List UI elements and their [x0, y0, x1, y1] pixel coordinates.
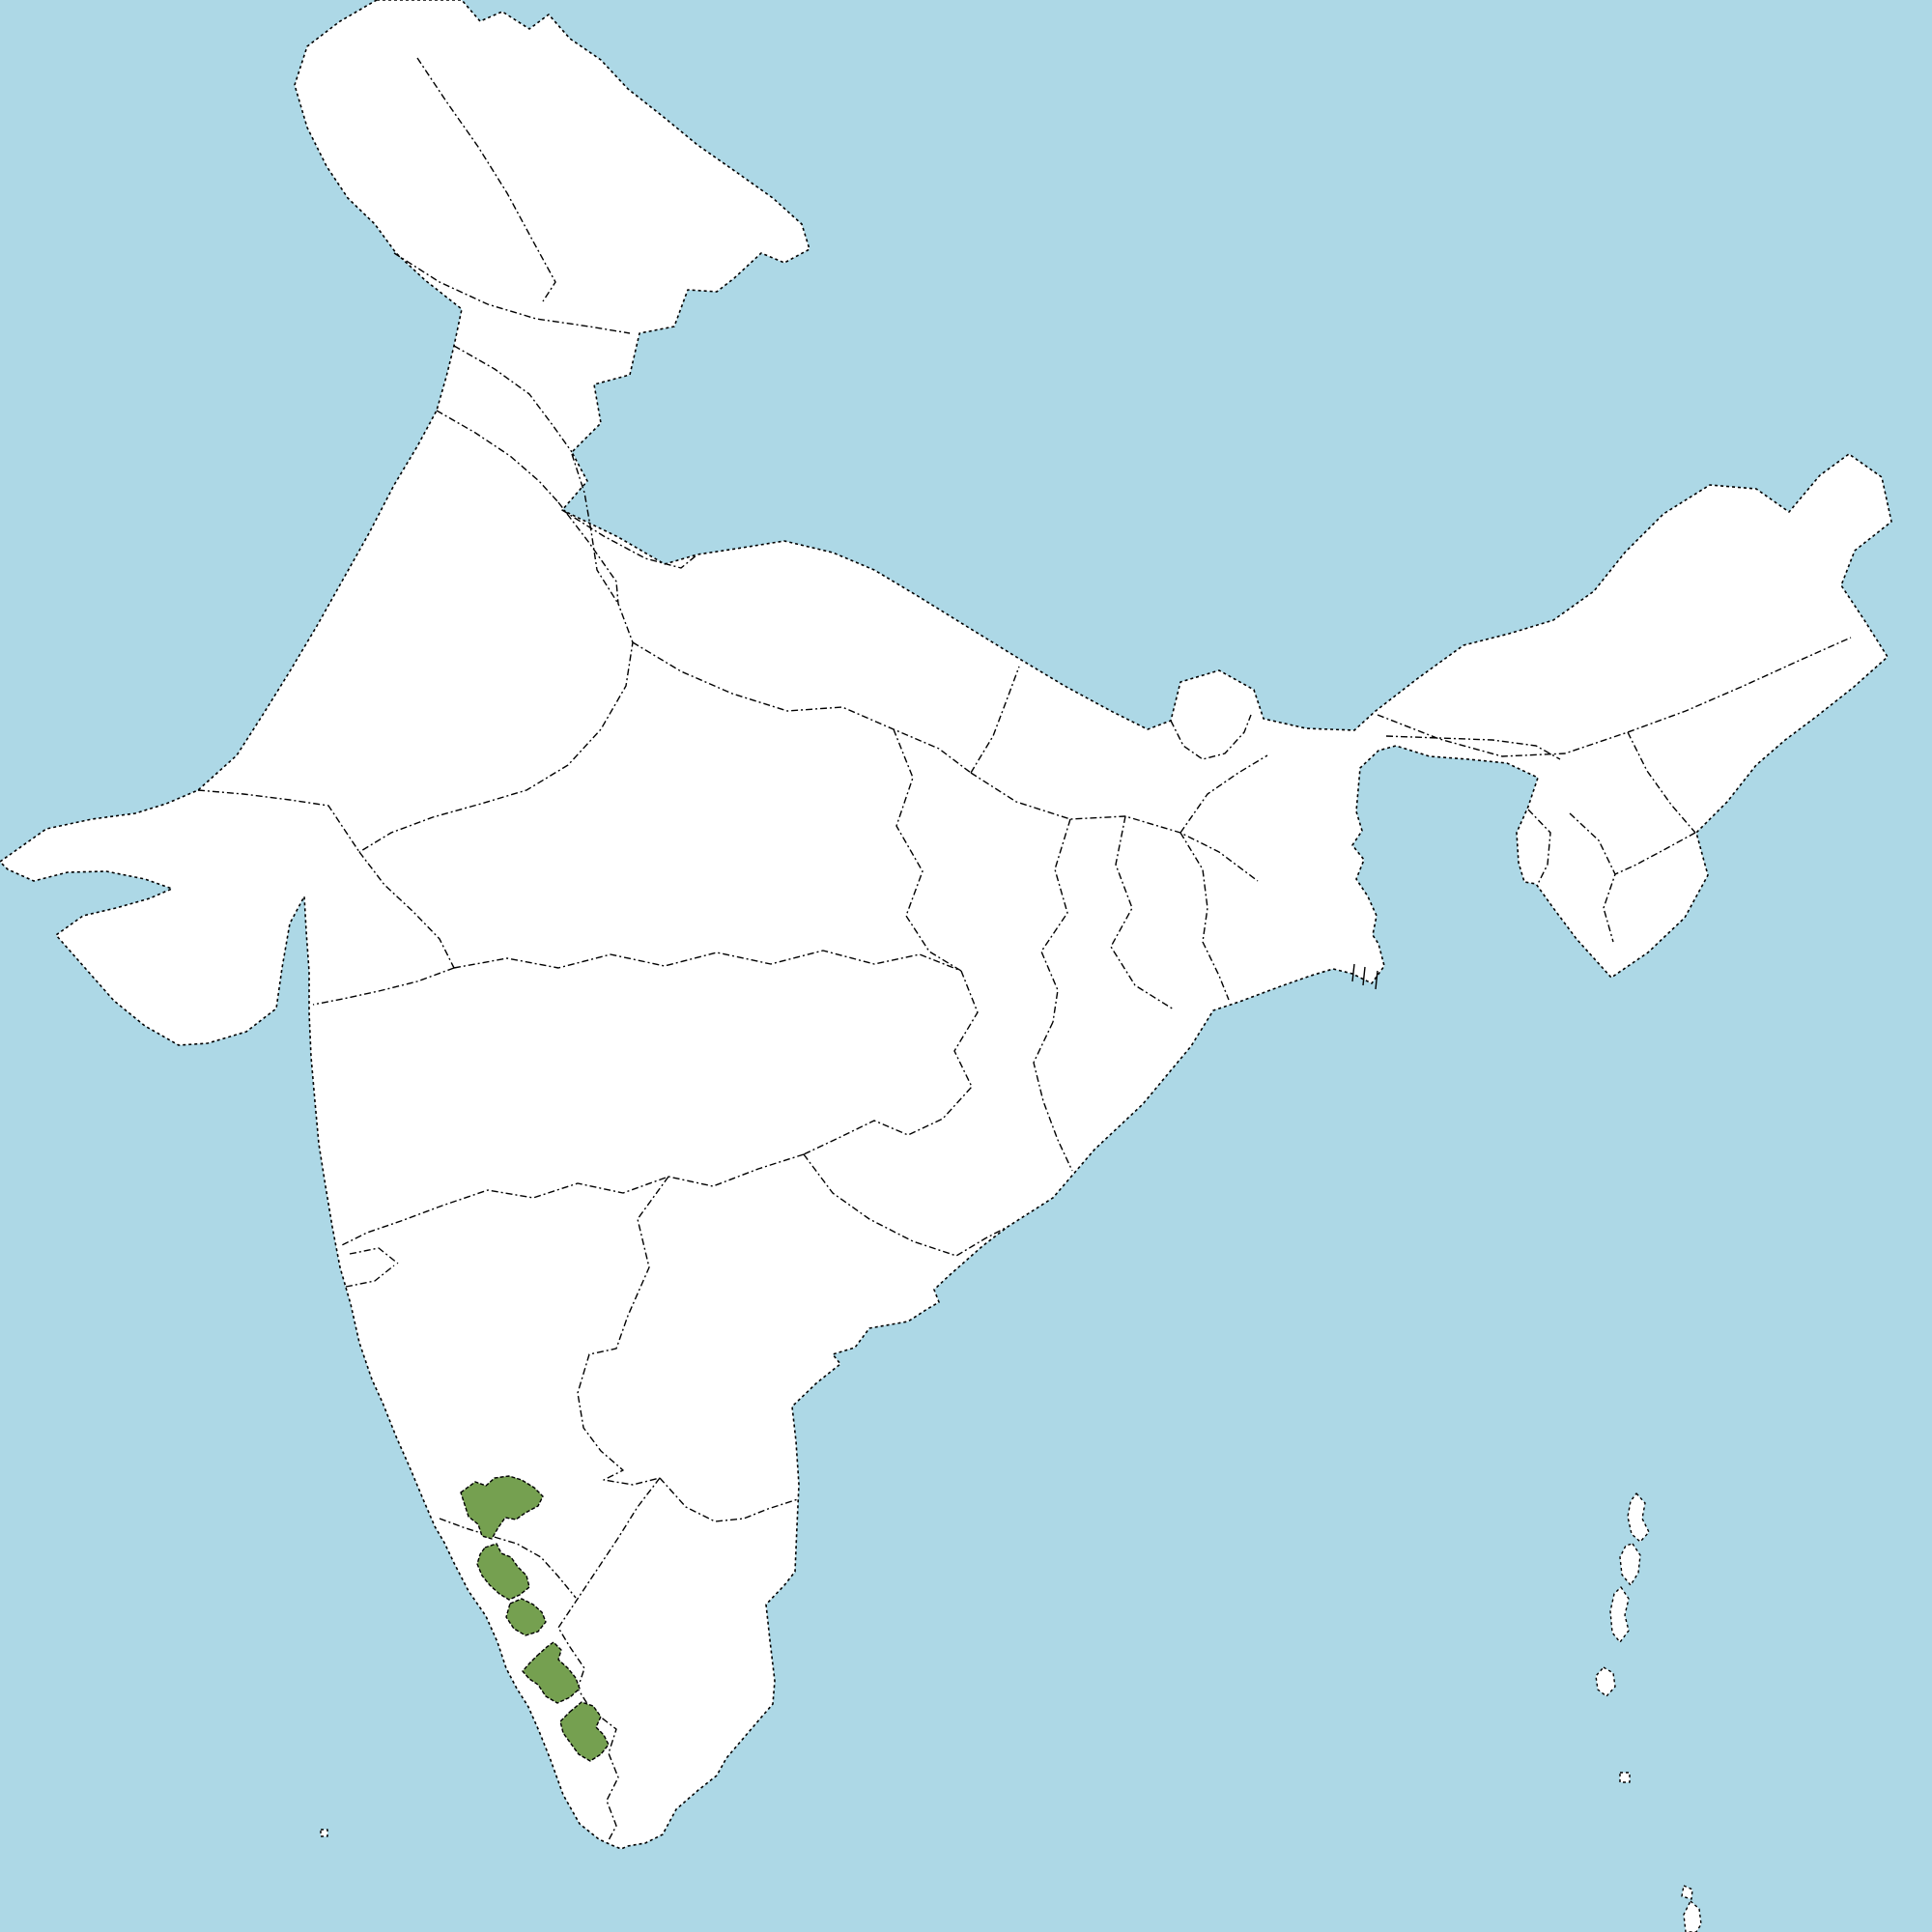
state-border-17: [893, 728, 962, 972]
highlighted-district-4: [522, 1641, 581, 1704]
state-border-32: [1385, 735, 1561, 760]
little-andaman-island: [1595, 1666, 1616, 1697]
state-border-14: [1179, 754, 1268, 834]
state-border-23: [803, 1153, 1009, 1257]
andaman-islet: [1619, 1772, 1631, 1783]
state-border-28: [349, 1247, 399, 1264]
state-border-36: [1527, 809, 1551, 885]
state-border-22: [339, 1153, 805, 1247]
state-border-21: [803, 970, 979, 1155]
delta-marks-group: [1351, 963, 1378, 990]
state-border-33: [1627, 731, 1696, 834]
state-border-35: [1614, 832, 1696, 875]
state-border-3: [453, 345, 573, 453]
state-border-25: [659, 1477, 799, 1522]
andaman-island-middle: [1619, 1543, 1641, 1586]
state-border-11: [632, 641, 972, 774]
state-border-5: [571, 453, 619, 605]
state-border-18: [1040, 818, 1071, 1023]
delta-mark-2: [1362, 966, 1366, 986]
islands-group: [320, 1492, 1702, 1932]
state-border-16: [1110, 815, 1175, 1010]
state-border-8: [197, 789, 360, 853]
state-border-1: [416, 57, 556, 302]
state-border-4: [436, 410, 559, 503]
delta-mark-3: [1375, 970, 1378, 990]
highlighted-district-1: [460, 1475, 544, 1540]
car-nicobar-island: [1681, 1885, 1693, 1900]
state-border-20: [453, 950, 962, 972]
state-border-31: [1377, 637, 1852, 757]
highlighted-district-3: [505, 1598, 547, 1636]
state-border-2: [393, 252, 631, 334]
delta-mark-1: [1351, 963, 1355, 982]
india-mainland: [0, 0, 1892, 1850]
state-border-26: [557, 1477, 661, 1841]
state-border-27: [439, 1518, 577, 1599]
state-border-24: [577, 1176, 669, 1486]
state-border-7: [358, 501, 634, 853]
highlighted-districts-group: [460, 1475, 610, 1762]
state-border-19: [1033, 1021, 1073, 1172]
mainland-group: [0, 0, 1892, 1850]
andaman-island-north: [1627, 1492, 1650, 1543]
lakshadweep-islet: [320, 1829, 328, 1837]
state-border-12: [970, 666, 1020, 774]
great-nicobar-island: [1683, 1900, 1702, 1932]
highlighted-district-5: [559, 1701, 610, 1762]
andaman-island-south: [1609, 1586, 1630, 1643]
state-borders-group: [197, 57, 1852, 1841]
state-border-6: [561, 509, 698, 569]
state-border-30: [1170, 714, 1252, 760]
state-border-10: [312, 967, 455, 1006]
state-border-29: [345, 1264, 395, 1288]
highlighted-district-2: [476, 1543, 530, 1601]
